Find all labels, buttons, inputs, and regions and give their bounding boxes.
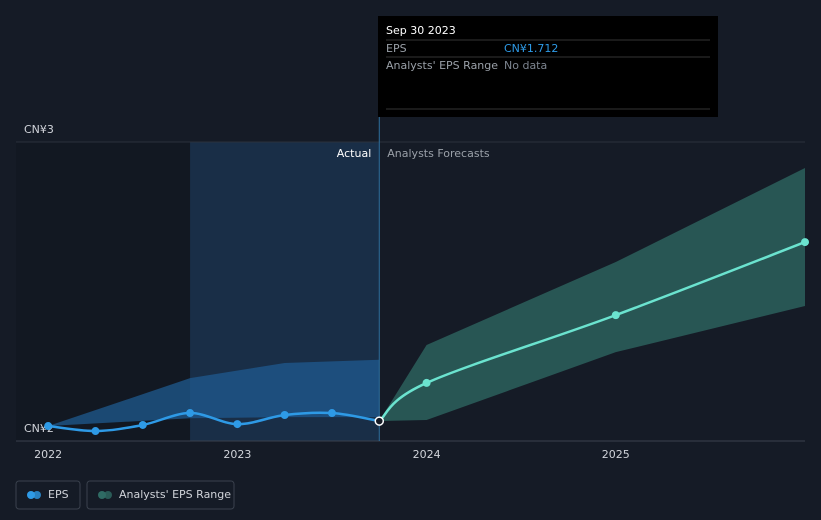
- forecast-label: Analysts Forecasts: [387, 147, 490, 160]
- actual-label: Actual: [337, 147, 371, 160]
- x-tick-label: 2024: [413, 448, 441, 461]
- legend-swatch: [98, 491, 106, 499]
- eps-point: [138, 420, 147, 429]
- eps-point: [186, 409, 195, 418]
- x-tick-label: 2025: [602, 448, 630, 461]
- legend-item[interactable]: Analysts' EPS Range: [86, 480, 235, 510]
- legend-swatch: [104, 491, 112, 499]
- eps-point: [280, 411, 289, 419]
- y-tick-label: CN¥3: [24, 123, 54, 136]
- legend-item[interactable]: EPS: [15, 480, 81, 510]
- forecast-point: [422, 378, 431, 387]
- eps-point: [233, 420, 242, 429]
- tooltip-label: EPS: [386, 42, 407, 55]
- tooltip-label: Analysts' EPS Range: [386, 59, 498, 72]
- tooltip-box: [378, 16, 718, 117]
- legend-swatch: [27, 491, 35, 499]
- legend-box: [86, 480, 235, 510]
- eps-range: [48, 359, 380, 427]
- legend-box: [15, 480, 81, 510]
- tooltip-value: No data: [504, 59, 547, 72]
- forecast-line: [378, 240, 806, 423]
- legend-label: Analysts' EPS Range: [119, 488, 231, 501]
- x-tick-label: 2023: [223, 448, 251, 461]
- eps-point: [327, 409, 336, 418]
- legend-label: EPS: [48, 488, 69, 501]
- eps-point: [91, 427, 100, 436]
- eps-point: [44, 422, 53, 431]
- current-point: [374, 416, 385, 426]
- forecast-point: [801, 238, 809, 247]
- tooltip-value: CN¥1.712: [504, 42, 558, 55]
- tooltip-date: Sep 30 2023: [386, 24, 456, 37]
- eps-range: [379, 168, 805, 422]
- legend-swatch: [33, 491, 41, 499]
- tooltip: Sep 30 2023 EPS CN¥1.712 Analysts' EPS Rang…: [378, 16, 718, 117]
- x-tick-label: 2022: [34, 448, 62, 461]
- forecast-point: [611, 311, 620, 320]
